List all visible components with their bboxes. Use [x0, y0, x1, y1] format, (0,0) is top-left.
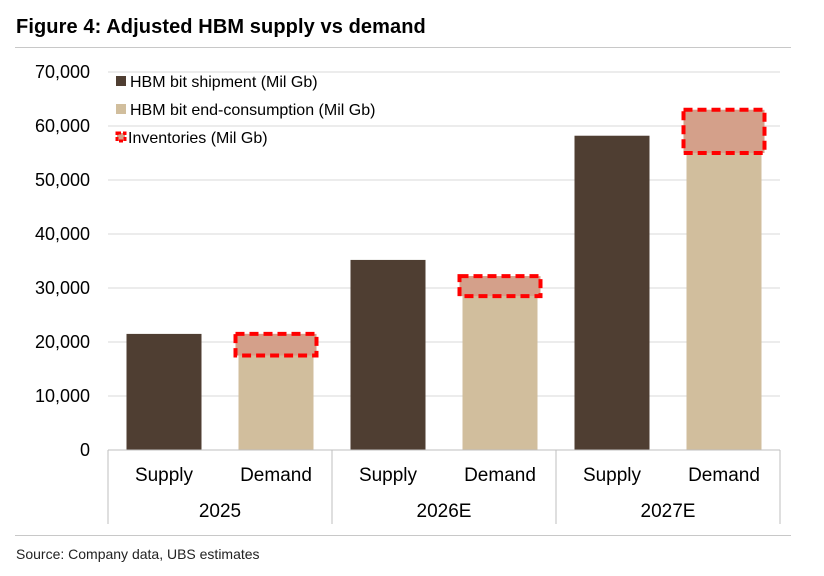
legend-label: Inventories (Mil Gb)	[128, 130, 268, 147]
x-tick-label: Supply	[359, 465, 418, 486]
y-tick-label: 0	[80, 440, 90, 460]
x-tick-label: Demand	[240, 465, 312, 486]
x-tick-label: Demand	[464, 465, 536, 486]
y-tick-label: 60,000	[35, 116, 90, 136]
bar-consumption	[462, 276, 538, 450]
legend-swatch-shipment	[116, 76, 126, 86]
group-label: 2027E	[641, 501, 696, 522]
legend-label: HBM bit end-consumption (Mil Gb)	[130, 102, 375, 119]
x-tick-label: Supply	[583, 465, 642, 486]
bar-chart: 0 10,000 20,000 30,000 40,000 50,000 60,000 70,…	[35, 62, 781, 524]
source-divider	[15, 535, 791, 536]
group-label: 2026E	[417, 501, 472, 522]
source-note: Source: Company data, UBS estimates	[16, 546, 260, 562]
bar-supply	[350, 259, 426, 450]
legend-label: HBM bit shipment (Mil Gb)	[130, 74, 318, 91]
y-tick-label: 70,000	[35, 62, 90, 82]
bar-consumption	[686, 109, 762, 451]
bar-supply	[126, 333, 202, 450]
legend-swatch-inventory	[115, 131, 127, 143]
x-tick-label: Demand	[688, 465, 760, 486]
title-divider	[15, 47, 791, 48]
figure-title: Figure 4: Adjusted HBM supply vs demand	[16, 16, 426, 38]
y-tick-label: 40,000	[35, 224, 90, 244]
group-label: 2025	[199, 501, 241, 522]
bar-inventory	[233, 331, 319, 358]
y-tick-label: 50,000	[35, 170, 90, 190]
x-tick-label: Supply	[135, 465, 194, 486]
legend-swatch-consumption	[116, 104, 126, 114]
bar-inventory	[681, 107, 767, 156]
y-tick-label: 10,000	[35, 386, 90, 406]
bar-inventory	[457, 274, 543, 299]
y-tick-label: 20,000	[35, 332, 90, 352]
y-tick-label: 30,000	[35, 278, 90, 298]
bar-supply	[574, 135, 650, 450]
